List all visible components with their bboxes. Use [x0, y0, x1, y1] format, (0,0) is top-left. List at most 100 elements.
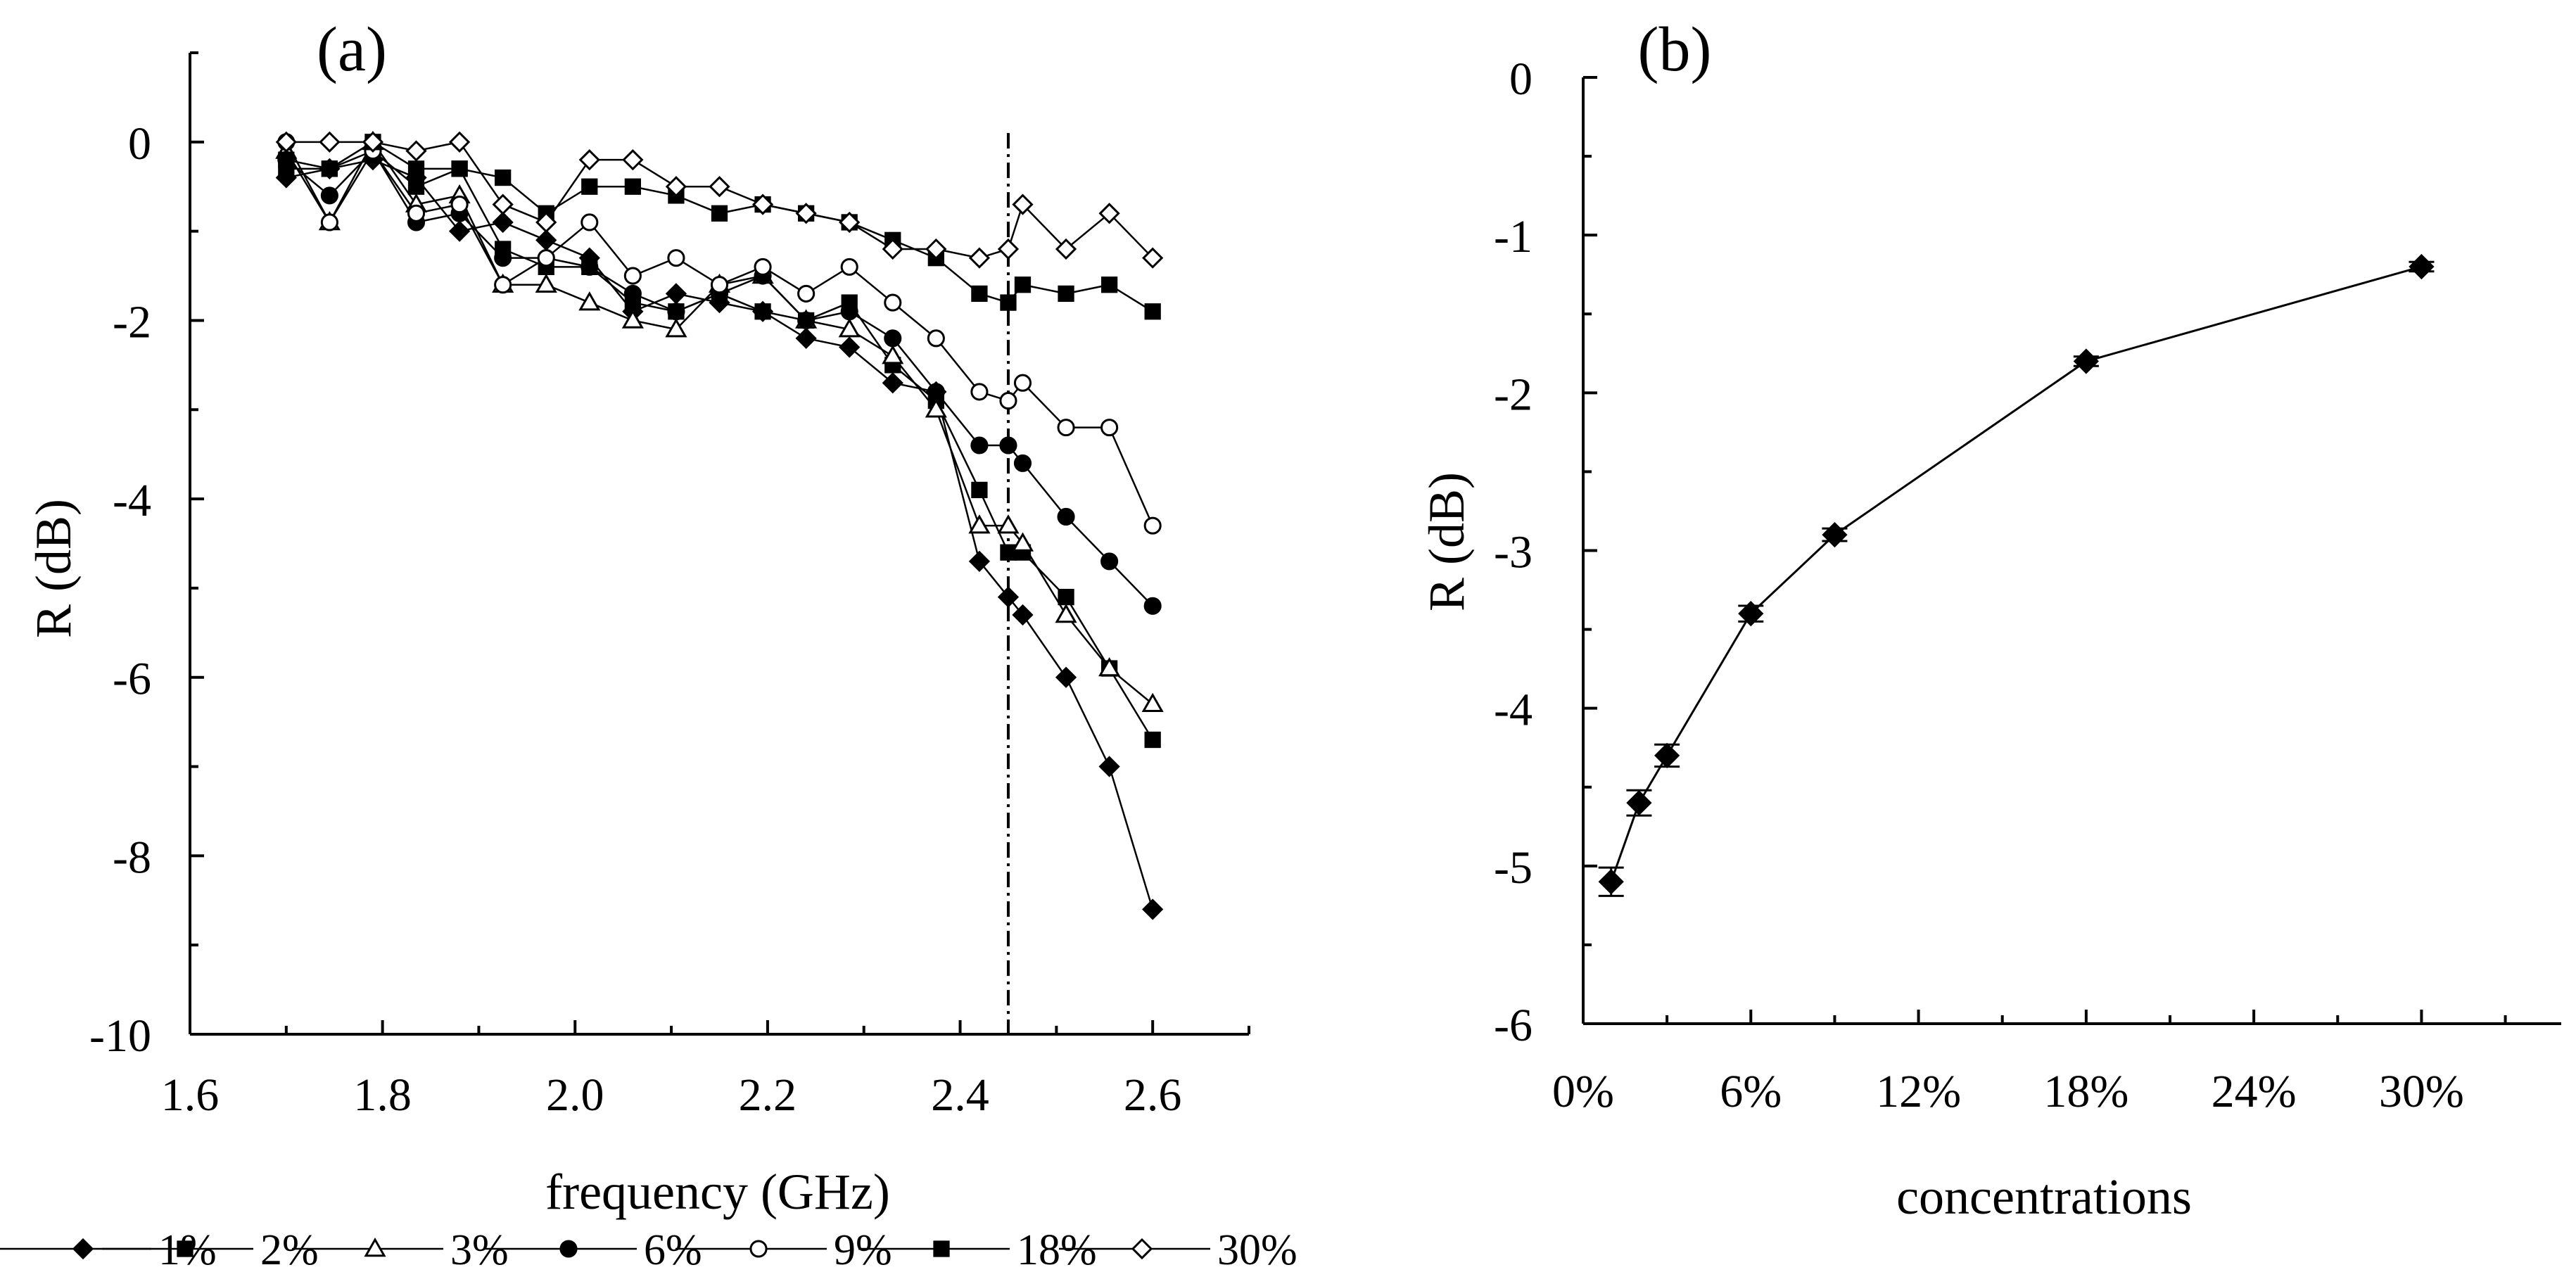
data-point — [711, 205, 728, 222]
panel-a-x-tick-label: 2.2 — [739, 1069, 797, 1121]
legend-entry-30pct: 30% — [1059, 1226, 1297, 1274]
panel-b-series — [1598, 253, 2435, 897]
panel-b-x-tick-label: 12% — [1876, 1066, 1961, 1117]
data-point — [1100, 552, 1119, 571]
data-point — [1014, 276, 1032, 293]
legend-marker — [559, 1240, 578, 1258]
data-point — [997, 238, 1020, 260]
data-point — [2409, 253, 2435, 280]
panel-a-y-tick-label: -2 — [113, 296, 151, 348]
data-point — [535, 229, 557, 251]
data-point — [492, 211, 514, 234]
data-point — [665, 283, 687, 305]
data-point — [275, 131, 297, 153]
data-point — [665, 176, 687, 198]
data-point — [925, 398, 947, 418]
panel-a-y-tick-label: -10 — [89, 1010, 151, 1062]
legend-marker — [72, 1238, 94, 1260]
data-point — [1098, 756, 1120, 777]
data-point — [754, 303, 771, 320]
legend-entry-18pct: 18% — [858, 1226, 1097, 1274]
panel-a-y-tick-label: 0 — [128, 118, 151, 170]
data-point — [971, 285, 988, 303]
panel-b-x-tick-label: 0% — [1552, 1066, 1614, 1117]
panel-b-y-tick-label: 0 — [1509, 53, 1533, 105]
panel-a-x-axis-label: frequency (GHz) — [545, 1164, 890, 1220]
data-point — [1144, 303, 1161, 320]
data-point — [1654, 742, 1680, 769]
data-point — [838, 318, 861, 338]
data-point — [1012, 604, 1034, 626]
data-point — [320, 186, 338, 205]
legend-label: 3% — [450, 1226, 509, 1274]
data-point — [1058, 588, 1074, 606]
legend-marker — [364, 1237, 386, 1257]
chart-panel-a: (a) 0 -2 -4 -6 -8 -10 1.6 1.8 2.0 2.2 2.4 2.6 R (d… — [25, 15, 1250, 1220]
panel-a-x-tick-label: 1.6 — [161, 1069, 220, 1121]
data-point — [407, 178, 425, 195]
data-point — [623, 267, 642, 285]
data-point — [754, 258, 772, 276]
data-point — [578, 291, 601, 311]
data-point — [1057, 507, 1075, 526]
data-point — [1058, 285, 1074, 303]
data-point — [839, 336, 861, 358]
data-point — [1055, 666, 1077, 688]
panel-b-y-tick-label: -5 — [1494, 842, 1533, 894]
data-point — [1626, 790, 1652, 816]
data-point — [495, 169, 512, 186]
series-line — [285, 141, 1154, 526]
panel-a-y-tick-label: -6 — [113, 654, 151, 705]
series-1pct — [275, 149, 1164, 920]
data-point — [710, 276, 729, 294]
panel-b-x-axis-label: concentrations — [1896, 1169, 2192, 1225]
legend-marker — [749, 1240, 768, 1258]
data-point — [795, 203, 817, 224]
data-point — [999, 436, 1017, 455]
series-30pct — [275, 131, 1164, 269]
data-point — [927, 329, 945, 348]
panel-a-axes — [189, 51, 1250, 1036]
data-point — [882, 238, 903, 260]
data-point — [321, 160, 338, 177]
data-point — [884, 293, 902, 312]
data-point — [319, 131, 341, 153]
panel-a-x-tick-label: 2.0 — [546, 1069, 604, 1121]
data-point — [925, 238, 947, 260]
series-R — [1598, 253, 2435, 897]
data-point — [537, 249, 555, 267]
data-point — [839, 211, 861, 234]
data-point — [580, 258, 599, 276]
data-point — [1057, 419, 1075, 437]
data-point — [407, 160, 425, 177]
data-point — [278, 151, 295, 168]
data-point — [1055, 238, 1077, 260]
series-line — [286, 149, 1154, 607]
panel-b-x-tick-labels: 0% 6% 12% 18% 24% 30% — [1552, 1066, 2464, 1117]
data-point — [1000, 294, 1017, 311]
data-point — [535, 273, 557, 293]
data-point — [622, 149, 644, 171]
data-point — [968, 514, 991, 534]
data-point — [997, 514, 1020, 534]
data-point — [882, 372, 903, 394]
data-point — [927, 383, 945, 401]
data-point — [971, 481, 988, 499]
panel-b-y-tick-label: -1 — [1494, 211, 1533, 262]
chart-panel-b: (b) 0 -1 -2 -3 -4 -5 -6 0% 6% 12% 18% 24% 30% R (dB… — [1419, 15, 2561, 1225]
data-point — [1100, 419, 1119, 437]
legend-entry-9pct: 9% — [675, 1226, 892, 1274]
data-point — [1098, 203, 1120, 224]
data-point — [665, 318, 687, 338]
data-point — [1055, 603, 1077, 623]
data-point — [494, 249, 512, 267]
data-point — [1598, 869, 1624, 895]
data-point — [882, 345, 904, 364]
series-2pct — [278, 142, 1161, 749]
panel-b-axes — [1582, 76, 2561, 1025]
data-point — [1143, 516, 1162, 535]
series-line — [285, 140, 1153, 705]
data-point — [407, 204, 426, 222]
legend-entry-6pct: 6% — [486, 1226, 702, 1274]
